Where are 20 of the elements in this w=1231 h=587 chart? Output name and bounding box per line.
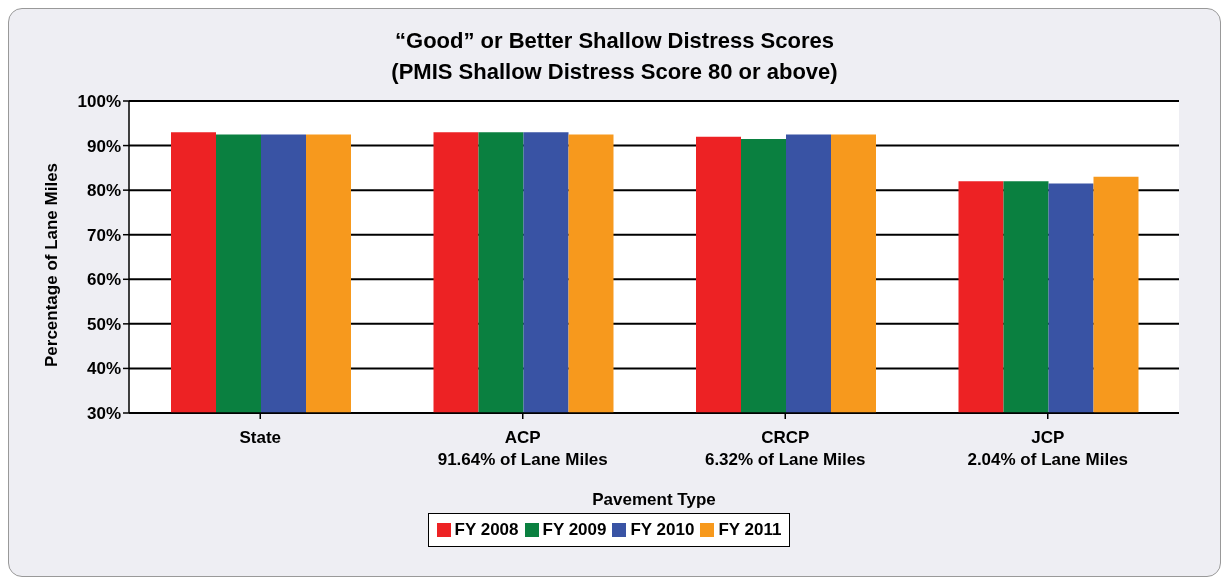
y-tick-label: 60% [86, 270, 121, 290]
x-tick-label: JCP 2.04% of Lane Miles [967, 428, 1129, 469]
legend-label: FY 2009 [541, 520, 607, 540]
y-tick-label: 40% [86, 359, 121, 379]
y-tick-label: 100% [77, 92, 121, 112]
y-tick-label: 50% [86, 314, 121, 334]
chart-subtitle: (PMIS Shallow Distress Score 80 or above) [390, 58, 839, 86]
x-tick-label: ACP 91.64% of Lane Miles [437, 428, 608, 469]
y-tick-label: 80% [86, 181, 121, 201]
y-tick-label: 30% [86, 404, 121, 424]
y-tick-label: 70% [86, 225, 121, 245]
chart-title: “Good” or Better Shallow Distress Scores [394, 27, 835, 55]
x-tick-label: State [239, 428, 282, 447]
x-axis-title: Pavement Type [592, 490, 716, 509]
legend-label: FY 2011 [717, 520, 782, 540]
y-tick-label: 90% [86, 136, 121, 156]
x-tick-label: CRCP 6.32% of Lane Miles [704, 428, 866, 469]
legend-label: FY 2010 [629, 520, 695, 540]
legend-label: FY 2008 [453, 520, 519, 540]
y-axis-title: Percentage of Lane Miles [42, 162, 62, 367]
